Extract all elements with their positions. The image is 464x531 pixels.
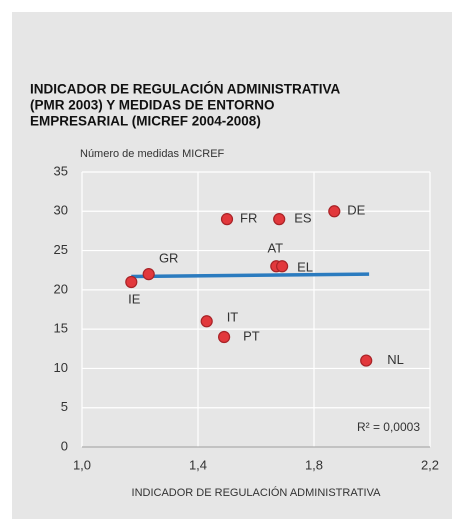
point: [328, 205, 341, 218]
panel: [12, 12, 452, 519]
point: [142, 268, 155, 281]
x-tick-label: 1,8: [305, 457, 323, 472]
point: [218, 330, 231, 344]
y-tick-label: 10: [54, 360, 68, 375]
point-label: GR: [159, 251, 179, 266]
point-label: IT: [227, 310, 239, 325]
point-label: ES: [294, 211, 312, 226]
chart-title: (PMR 2003) Y MEDIDAS DE ENTORNO: [30, 98, 275, 113]
x-tick-label: 1,0: [73, 457, 91, 472]
chart-title: EMPRESARIAL (MICREF 2004-2008): [30, 114, 261, 129]
point-label: AT: [267, 241, 283, 256]
y-tick-label: 5: [61, 399, 68, 414]
point: [273, 213, 286, 226]
y-tick-label: 20: [54, 281, 68, 296]
y-axis-label: Número de medidas MICREF: [80, 148, 225, 160]
y-tick-label: 30: [54, 203, 68, 218]
trend-line: [131, 272, 370, 279]
x-tick-label: 1,4: [189, 457, 207, 472]
point-label: PT: [243, 328, 260, 343]
y-tick-label: 15: [54, 321, 68, 336]
chart-title: INDICADOR DE REGULACIÓN ADMINISTRATIVA: [30, 82, 340, 97]
point-label: EL: [297, 260, 313, 275]
point-label: FR: [240, 211, 257, 226]
point: [276, 260, 289, 273]
point: [125, 275, 138, 289]
x-tick-label: 2,2: [421, 457, 439, 472]
point-label: DE: [347, 203, 365, 218]
x-axis-label: INDICADOR DE REGULACIÓN ADMINISTRATIVA: [132, 486, 382, 499]
annotation: R² = 0,0003: [357, 420, 420, 434]
y-tick-label: 0: [61, 438, 68, 453]
point: [360, 354, 373, 367]
point-label: NL: [387, 352, 404, 367]
point: [200, 315, 213, 328]
point: [220, 213, 234, 226]
y-tick-label: 35: [54, 163, 68, 178]
y-tick-label: 25: [54, 242, 68, 257]
point-label: IE: [128, 291, 141, 306]
